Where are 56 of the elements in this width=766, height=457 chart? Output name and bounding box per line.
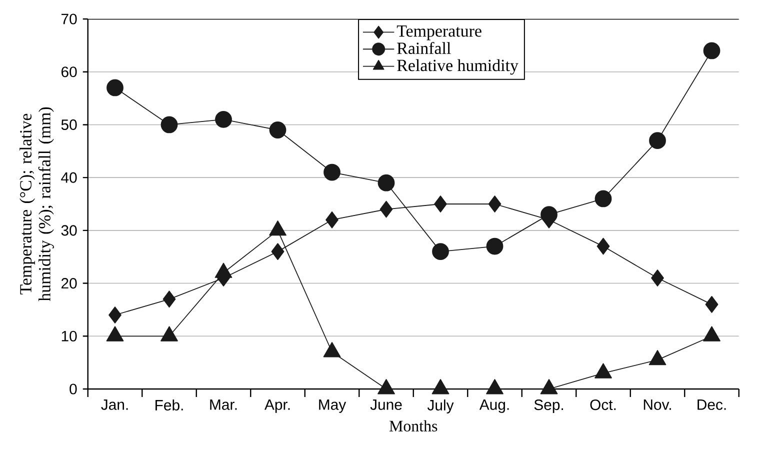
x-tick-label: Sep. [534,400,564,414]
point [648,350,666,366]
point [703,326,720,342]
point [106,79,124,96]
x-tick-label: Feb. [156,400,183,410]
x-tick-label: Apr. [264,400,290,413]
legend-label: Relative humidity [397,59,518,75]
point [488,196,502,212]
x-axis-title: Months [389,420,438,432]
point [703,42,720,60]
y-tick-label: 20 [61,278,77,289]
y-tick-label: 70 [62,14,77,24]
y-tick-label: 10 [62,330,77,342]
point [162,290,176,308]
y-tick-label: 40 [61,172,77,183]
x-tick-label: Aug. [479,400,509,413]
x-tick-label: May [319,400,346,413]
point [160,326,178,342]
point [432,243,449,260]
x-tick-label: Oct. [590,400,616,410]
point [540,379,558,394]
y-tick-label: 0 [70,384,77,394]
legend-label: Temperature [396,25,482,40]
point [269,122,286,138]
point [649,132,666,150]
point [594,190,612,208]
x-tick-label: Dec. [698,400,726,410]
point [160,116,178,134]
y-axis-title: Temperature (°C); relative humidity (%); rainfall (mm) [20,107,54,302]
x-tick-label: Jan. [101,400,128,410]
point [596,238,610,255]
point [486,238,504,255]
y-tick-label: 60 [62,66,77,78]
point [106,326,124,342]
point [432,379,450,394]
x-tick-label: July [427,400,454,414]
point [434,196,447,212]
point [378,174,395,192]
y-tick-label: 30 [61,225,77,236]
point [108,306,122,324]
point [705,296,718,313]
point [271,243,284,260]
point [215,110,232,128]
point [323,342,341,358]
point [324,164,340,181]
x-tick-label: Mar. [210,400,237,410]
y-tick-label: 50 [61,119,77,130]
x-tick-label: Nov. [644,400,671,410]
point [326,211,338,228]
point [594,363,612,378]
point [651,270,664,286]
point [486,379,504,394]
legend-label: Rainfall [397,42,451,54]
x-tick-label: June [370,400,402,410]
point [378,379,395,394]
point [380,200,393,218]
